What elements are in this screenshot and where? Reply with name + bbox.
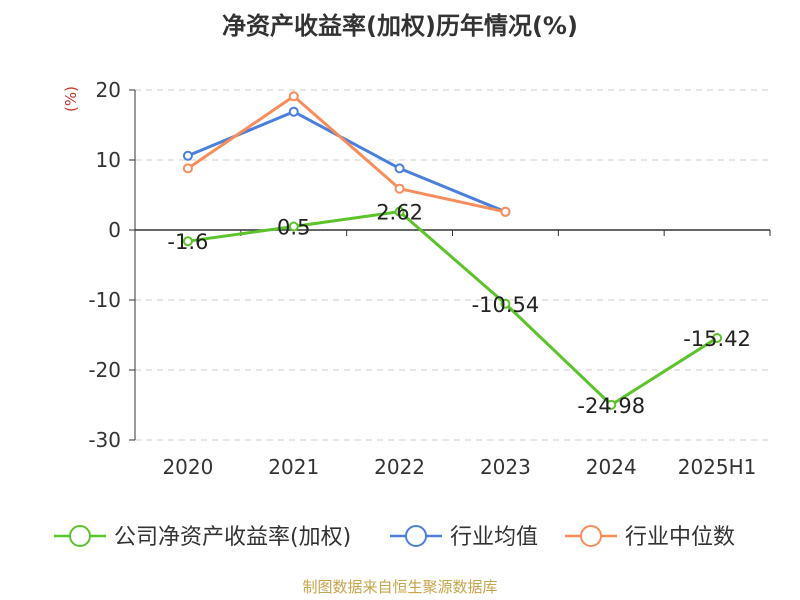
x-tick-label: 2020 [162,455,213,479]
data-point-1 [288,106,299,117]
data-point-2 [288,91,299,102]
data-point-0 [182,236,193,247]
x-tick-label: 2024 [586,455,637,479]
data-point-0 [712,332,723,343]
y-tick-label: 0 [108,218,121,242]
data-point-0 [606,399,617,410]
legend-swatch-marker [69,525,91,547]
x-tick-label: 2021 [268,455,319,479]
y-tick-label: 10 [96,148,121,172]
legend-swatch-marker [580,525,602,547]
data-label: -24.98 [577,394,645,418]
y-tick-label: 20 [96,78,121,102]
legend-swatch-marker [405,525,427,547]
y-tick-label: -30 [88,428,121,452]
source-note: 制图数据来自恒生聚源数据库 [302,578,498,596]
data-label: -10.54 [472,293,540,317]
legend-label: 行业中位数 [625,525,735,550]
data-point-2 [394,183,405,194]
legend-label: 公司净资产收益率(加权) [114,525,351,550]
series-line-1 [187,110,506,214]
x-tick-label: 2025H1 [678,455,757,479]
chart-title: 净资产收益率(加权)历年情况(%) [222,12,578,40]
data-point-0 [394,206,405,217]
data-label: 2.62 [376,201,423,225]
series-line-2 [187,94,506,214]
legend-label: 行业均值 [450,525,538,550]
data-label: -1.6 [167,230,208,254]
y-tick-label: -20 [88,358,121,382]
data-point-2 [182,163,193,174]
data-point-0 [500,298,511,309]
data-point-2 [500,206,511,217]
y-tick-label: -10 [88,288,121,312]
series-line-0 [187,210,718,407]
x-tick-label: 2023 [480,455,531,479]
data-label: 0.5 [277,216,310,240]
x-tick-label: 2022 [374,455,425,479]
data-point-0 [288,221,299,232]
data-point-1 [394,163,405,174]
data-label: -15.42 [683,327,751,351]
data-point-1 [182,150,193,161]
